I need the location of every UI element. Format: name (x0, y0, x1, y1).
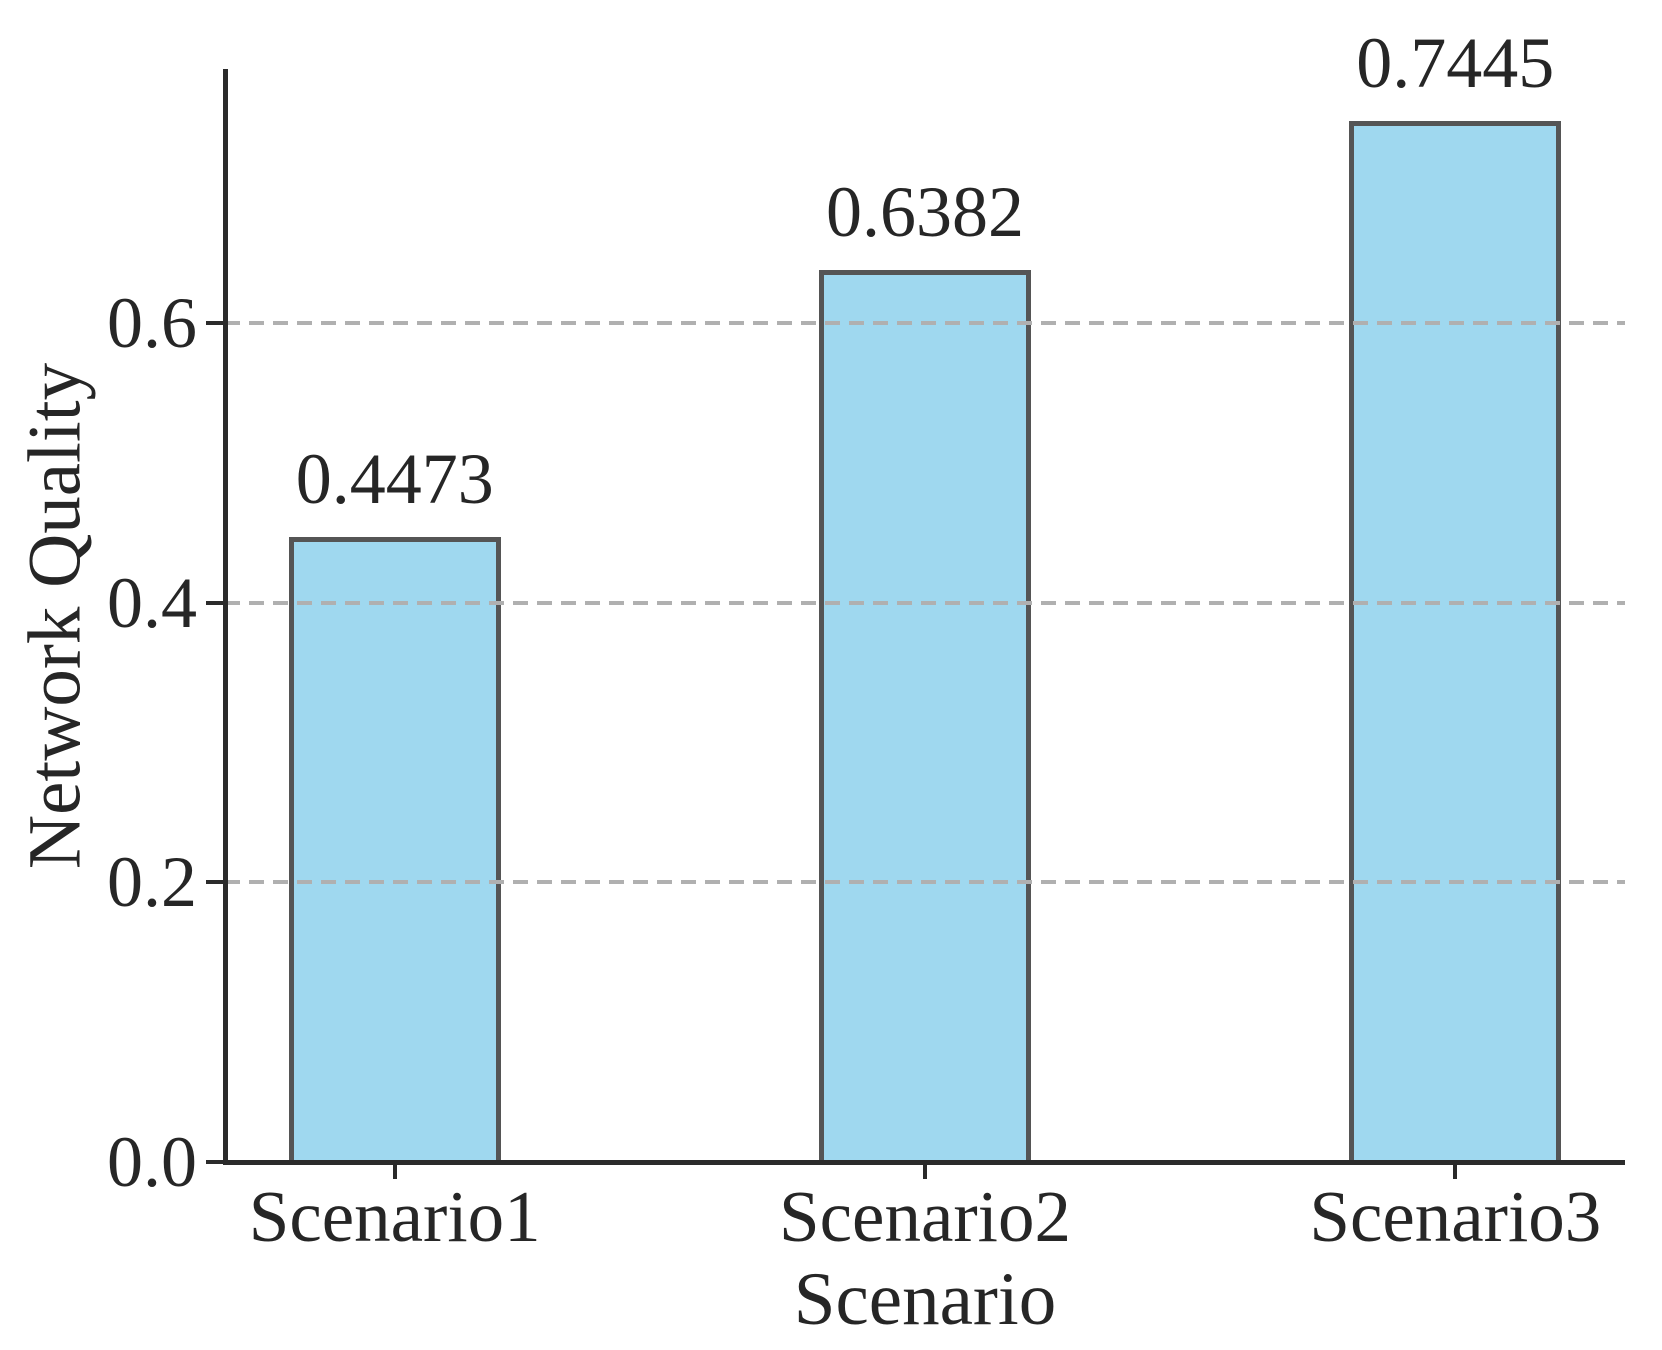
y-tick-label: 0.4 (107, 562, 197, 643)
bar-scenario2 (818, 269, 1032, 1162)
y-tick-mark (205, 321, 223, 326)
bar-scenario1 (288, 536, 501, 1162)
x-tick-label: Scenario2 (779, 1176, 1071, 1257)
y-tick-mark (205, 600, 223, 605)
x-axis-spine (222, 1159, 1625, 1165)
y-tick-label: 0.6 (107, 283, 197, 364)
y-gridline (225, 600, 1625, 605)
y-gridline (225, 880, 1625, 885)
bar-scenario3 (1349, 121, 1562, 1162)
bar-value-label: 0.4473 (295, 438, 494, 519)
y-gridline (225, 321, 1625, 326)
bar-value-label: 0.7445 (1356, 23, 1555, 103)
y-tick-label: 0.2 (107, 842, 197, 923)
y-tick-mark (205, 880, 223, 885)
x-tick-mark (1453, 1162, 1458, 1179)
x-tick-label: Scenario3 (1309, 1176, 1602, 1257)
y-tick-mark (205, 1160, 223, 1164)
y-tick-label: 0.0 (107, 1122, 197, 1202)
x-axis-title: Scenario (793, 1258, 1057, 1341)
bar-value-label: 0.6382 (826, 171, 1024, 252)
x-tick-label: Scenario1 (248, 1176, 541, 1257)
y-axis-spine (222, 69, 228, 1165)
x-tick-mark (392, 1162, 397, 1179)
x-tick-mark (923, 1162, 927, 1179)
